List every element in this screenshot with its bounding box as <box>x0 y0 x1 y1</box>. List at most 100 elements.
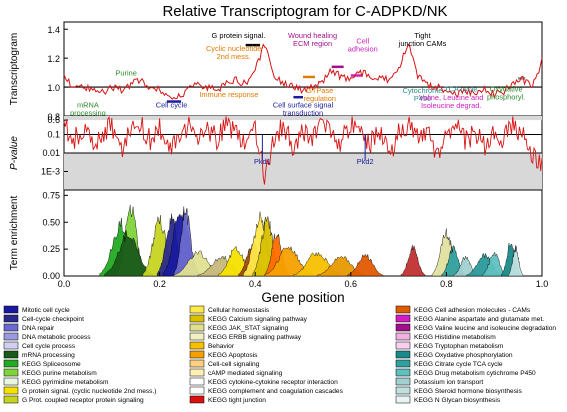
legend-label: KEGG Drug metabolism cytichrome P450 <box>414 370 536 377</box>
transcriptogram-annotation: Immune response <box>199 90 258 99</box>
legend-swatch <box>395 377 411 386</box>
p-value-y-tick-label: 1E-3 <box>41 167 60 177</box>
p-value-lower-band <box>64 153 542 190</box>
legend-swatch <box>3 386 19 395</box>
transcriptogram-annotation: mRNA processing <box>70 100 106 117</box>
transcriptogram-annotation: Purine <box>115 69 136 78</box>
transcriptogram-annotation: Cell cycle <box>156 100 188 109</box>
p-value-y-tick-label: 0.1 <box>47 130 60 140</box>
x-tick-label: 0.6 <box>345 279 358 289</box>
p-value-y-tick-label: 0.01 <box>42 148 60 158</box>
transcriptogram-y-tick-label: 1.4 <box>47 25 60 35</box>
legend-swatch <box>189 341 205 350</box>
chart-title: Relative Transcriptogram for C-ADPKD/NK <box>162 3 447 20</box>
legend-swatch <box>3 350 19 359</box>
transcriptogram-plot-frame <box>63 21 543 117</box>
legend-swatch <box>189 350 205 359</box>
transcriptogram-annotation: Cyclic nucleotide 2nd mess. <box>206 44 261 61</box>
legend-label: G protein signal. (cyclic nucleotide 2nd… <box>22 388 157 395</box>
legend-swatch <box>3 395 19 404</box>
legend-label: KEGG ERBB signaling pathway <box>208 334 302 341</box>
transcriptogram-annotation: Oxydative phosphoryl. <box>487 84 525 101</box>
transcriptogram-y-axis-label: Transcriptogram <box>9 33 20 105</box>
legend-label: KEGG Alanine aspartate and glutamate met… <box>414 316 544 323</box>
legend-label: KEGG cytokine-cytokine receptor interact… <box>208 379 338 386</box>
transcriptogram-annotation: Cell adhesion <box>348 37 378 54</box>
legend-swatch <box>189 377 205 386</box>
p-value-panel: 0.6 0.1 0.01 1E-3 Pkd1 Pkd2 P-value <box>9 115 543 191</box>
term-enrichment-y-axis-label: Term enrichment <box>9 196 20 271</box>
legend-swatch <box>189 305 205 314</box>
legend-label: Cell-cycle checkpoint <box>22 316 84 323</box>
term-enrichment-y-tick-label: 0.25 <box>42 244 60 254</box>
legend-swatch <box>395 395 411 404</box>
legend-swatch <box>395 341 411 350</box>
legend-label: KEGG Calcium signaling pathway <box>208 316 308 323</box>
p-value-series-line <box>63 116 543 185</box>
legend-swatch <box>3 305 19 314</box>
transcriptogram-annotation: Wound healing ECM region <box>288 31 337 48</box>
term-enrichment-y-tick-label: 0.50 <box>42 217 60 227</box>
transcriptogram-annotation: Cytochrome P450 <box>403 86 443 103</box>
legend-label: Cell cycle process <box>22 343 76 350</box>
transcriptogram-annotation: TCA cycle <box>444 84 477 93</box>
legend-swatch <box>189 323 205 332</box>
legend-swatch <box>3 332 19 341</box>
gene-marker-label: Pkd2 <box>357 157 374 166</box>
transcriptogram-series-line <box>63 43 543 100</box>
x-tick-label: 0.2 <box>153 279 166 289</box>
x-tick-label: 1.0 <box>536 279 549 289</box>
enrichment-peak <box>347 253 384 277</box>
legend-label: KEGG JAK_STAT signaling <box>208 325 289 332</box>
legend-label: KEGG Valine leucine and isoleucine degra… <box>414 325 556 332</box>
legend-swatch <box>395 314 411 323</box>
transcriptogram-panel: 0.8 1.0 1.2 1.4 Purine mRNA processing Cell cy… <box>9 21 543 122</box>
p-value-y-axis-label: P-value <box>9 136 20 170</box>
legend-swatch <box>395 350 411 359</box>
legend-label: KEGG Tryptophan metabolism <box>414 343 504 350</box>
legend-label: KEGG Apoptosis <box>208 352 258 359</box>
legend-label: KEGG Histidine metabolism <box>414 334 496 341</box>
p-value-y-tick-label: 0.6 <box>47 115 60 125</box>
legend-label: KEGG purine metabolism <box>22 370 97 377</box>
transcriptogram-annotation: G protein signal. <box>212 31 266 40</box>
p-value-upper-band <box>64 116 542 121</box>
legend-label: KEGG Spliceosome <box>22 361 81 368</box>
legend-swatch <box>3 323 19 332</box>
legend-label: KEGG pyrimidine metabolism <box>22 379 109 386</box>
transcriptogram-annotation: Tight junction CAMs <box>398 31 447 48</box>
legend-swatch <box>395 305 411 314</box>
legend-label: Cell-cell signaling <box>208 361 260 368</box>
legend-swatch <box>395 332 411 341</box>
legend-label: KEGG complement and coagulation cascades <box>208 388 344 395</box>
legend-label: cAMP mediated signaling <box>208 370 283 377</box>
term-enrichment-panel: 0.00 0.25 0.50 0.75 Term enrichment <box>9 189 543 281</box>
x-axis: 0.0 0.2 0.4 0.6 0.8 1.0 <box>58 272 549 289</box>
legend-swatch <box>395 323 411 332</box>
legend-label: KEGG Oxydative phosphorylation <box>414 352 513 359</box>
legend-label: G Prot. coupled receptor protein signali… <box>22 397 144 404</box>
legend-swatch <box>3 314 19 323</box>
legend-label: Cellular homeostasis <box>208 307 270 314</box>
term-enrichment-y-tick-label: 0.00 <box>42 271 60 281</box>
legend-label: Potassium ion transport <box>414 379 483 386</box>
legend-swatch <box>395 368 411 377</box>
term-enrichment-y-tick-label: 0.75 <box>42 190 60 200</box>
enrichment-peak <box>508 245 524 277</box>
legend-swatch <box>395 386 411 395</box>
transcriptogram-annotation: Cell surface signal transduction <box>273 100 334 117</box>
transcriptogram-y-tick-label: 1.2 <box>47 54 60 64</box>
legend-label: KEGG Cell adhesion molecules - CAMs <box>414 307 531 314</box>
legend-swatch <box>189 386 205 395</box>
legend-label: DNA repair <box>22 325 55 332</box>
x-tick-label: 0.0 <box>58 279 71 289</box>
transcriptogram-y-tick-label: 0.8 <box>47 112 60 122</box>
legend-swatch <box>3 341 19 350</box>
legend-swatch <box>189 332 205 341</box>
legend-label: Behavior <box>208 343 235 350</box>
legend-swatch <box>189 359 205 368</box>
legend-label: mRNA processing <box>22 352 75 359</box>
legend-swatch <box>3 359 19 368</box>
legend-swatch <box>395 359 411 368</box>
